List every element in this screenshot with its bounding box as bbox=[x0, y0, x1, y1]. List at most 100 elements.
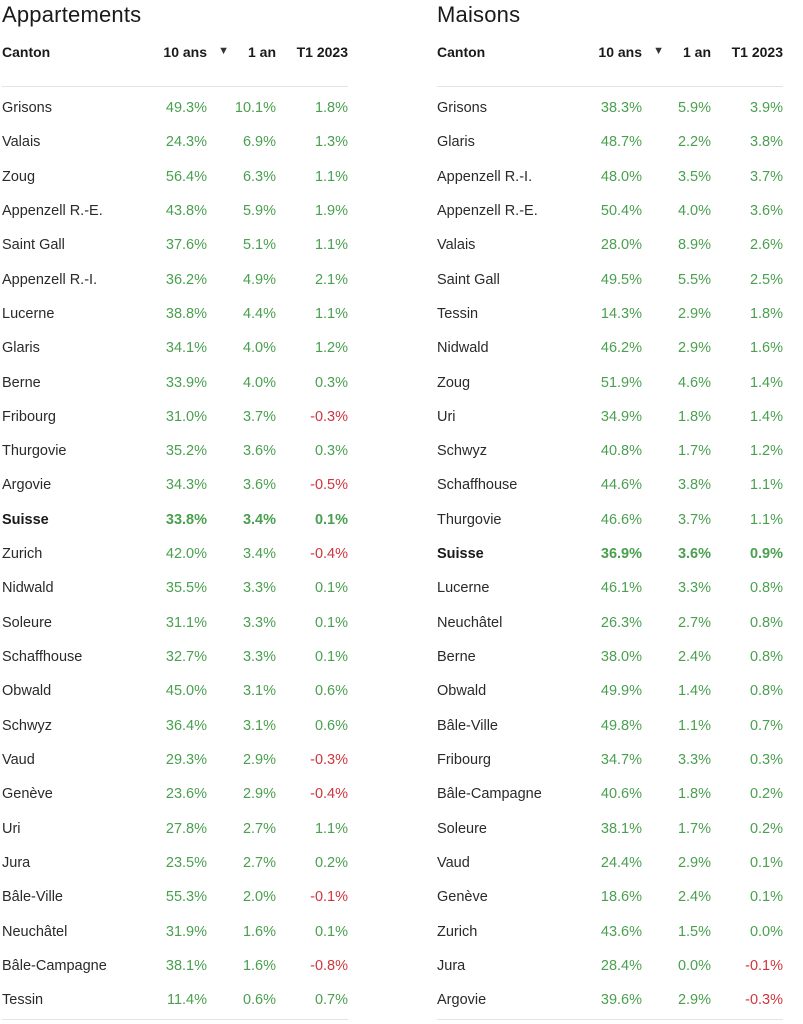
cell-t1-2023: 0.1% bbox=[314, 580, 348, 597]
table-row: Fribourg 31.0% 3.7% -0.3% bbox=[2, 406, 348, 440]
table-row: Berne 33.9% 4.0% 0.3% bbox=[2, 372, 348, 406]
cell-canton: Bâle-Ville bbox=[437, 717, 498, 734]
cell-1-an: 2.0% bbox=[242, 889, 276, 906]
column-header-1-an[interactable]: 1 an bbox=[682, 44, 711, 60]
table-row: Zoug 51.9% 4.6% 1.4% bbox=[437, 372, 783, 406]
table-row: Bâle-Campagne 40.6% 1.8% 0.2% bbox=[437, 783, 783, 817]
cell-t1-2023: 0.1% bbox=[749, 854, 783, 871]
table-row: Bâle-Campagne 38.1% 1.6% -0.8% bbox=[2, 955, 348, 989]
cell-1-an: 1.5% bbox=[677, 923, 711, 940]
cell-1-an: 1.8% bbox=[677, 408, 711, 425]
cell-10-ans: 11.4% bbox=[166, 992, 207, 1009]
cell-t1-2023: 1.3% bbox=[314, 134, 348, 151]
cell-canton: Soleure bbox=[2, 614, 52, 631]
cell-t1-2023: 1.6% bbox=[749, 340, 783, 357]
table-row: Soleure 38.1% 1.7% 0.2% bbox=[437, 818, 783, 852]
table-title: Maisons bbox=[437, 2, 521, 27]
cell-canton: Zurich bbox=[437, 923, 478, 940]
cell-t1-2023: 0.9% bbox=[749, 546, 783, 563]
cell-canton: Uri bbox=[2, 820, 21, 837]
cell-10-ans: 43.6% bbox=[600, 923, 642, 940]
column-header-canton[interactable]: Canton bbox=[437, 44, 486, 60]
column-header-canton[interactable]: Canton bbox=[2, 44, 51, 60]
header-divider bbox=[437, 86, 783, 87]
cell-canton: Suisse bbox=[437, 546, 484, 563]
cell-10-ans: 51.9% bbox=[600, 374, 642, 391]
cell-t1-2023: -0.1% bbox=[745, 957, 783, 974]
table-row: Obwald 49.9% 1.4% 0.8% bbox=[437, 680, 783, 714]
column-header-t1-2023[interactable]: T1 2023 bbox=[296, 44, 348, 60]
cell-10-ans: 46.6% bbox=[600, 511, 642, 528]
cell-t1-2023: 0.2% bbox=[749, 820, 783, 837]
cell-t1-2023: 2.1% bbox=[314, 271, 348, 288]
cell-t1-2023: 1.8% bbox=[314, 100, 348, 116]
cell-t1-2023: 1.9% bbox=[314, 202, 348, 219]
cell-10-ans: 49.5% bbox=[600, 271, 642, 288]
cell-t1-2023: -0.3% bbox=[310, 751, 348, 768]
appartements-table: Appartements Canton 10 ans ▼ 1 an T1 202… bbox=[2, 0, 352, 1024]
cell-canton: Fribourg bbox=[2, 408, 56, 425]
cell-canton: Tessin bbox=[2, 992, 44, 1009]
cell-t1-2023: 0.1% bbox=[314, 614, 348, 631]
cell-t1-2023: 0.7% bbox=[749, 717, 783, 734]
table-bottom-border bbox=[2, 1019, 348, 1020]
table-row: Obwald 45.0% 3.1% 0.6% bbox=[2, 680, 348, 714]
cell-t1-2023: 0.6% bbox=[314, 683, 348, 700]
cell-1-an: 4.6% bbox=[677, 374, 711, 391]
table-row: Schwyz 40.8% 1.7% 1.2% bbox=[437, 440, 783, 474]
cell-canton: Appenzell R.-E. bbox=[437, 202, 538, 219]
cell-10-ans: 50.4% bbox=[600, 202, 642, 219]
cell-t1-2023: -0.4% bbox=[310, 546, 348, 563]
cell-10-ans: 36.4% bbox=[165, 717, 207, 734]
table-row: Neuchâtel 26.3% 2.7% 0.8% bbox=[437, 612, 783, 646]
cell-1-an: 1.7% bbox=[677, 443, 711, 460]
cell-10-ans: 49.8% bbox=[600, 717, 642, 734]
cell-1-an: 2.4% bbox=[677, 889, 711, 906]
cell-canton: Bâle-Campagne bbox=[2, 957, 107, 974]
cell-t1-2023: 1.1% bbox=[749, 511, 783, 528]
cell-1-an: 3.3% bbox=[242, 580, 276, 597]
column-header-1-an[interactable]: 1 an bbox=[247, 44, 276, 60]
cell-1-an: 2.9% bbox=[677, 305, 711, 322]
column-header-10-ans[interactable]: 10 ans bbox=[163, 44, 207, 60]
table-row: Schwyz 36.4% 3.1% 0.6% bbox=[2, 715, 348, 749]
cell-t1-2023: 1.1% bbox=[749, 477, 783, 494]
cell-1-an: 3.3% bbox=[677, 580, 711, 597]
cell-canton: Glaris bbox=[2, 340, 40, 357]
table-body: Grisons 49.3% 10.1% 1.8% Valais 24.3% 6.9% 1.3%… bbox=[2, 97, 348, 1023]
cell-t1-2023: 2.5% bbox=[749, 271, 783, 288]
cell-1-an: 4.4% bbox=[242, 305, 276, 322]
cell-1-an: 3.1% bbox=[242, 717, 276, 734]
column-header-10-ans[interactable]: 10 ans bbox=[598, 44, 642, 60]
table-row: Grisons 49.3% 10.1% 1.8% bbox=[2, 97, 348, 131]
cell-10-ans: 38.0% bbox=[600, 649, 642, 665]
cell-t1-2023: -0.8% bbox=[310, 957, 348, 974]
cell-10-ans: 23.5% bbox=[165, 854, 207, 871]
cell-canton: Lucerne bbox=[2, 305, 55, 322]
cell-10-ans: 24.4% bbox=[600, 854, 642, 871]
cell-1-an: 2.7% bbox=[677, 614, 711, 631]
table-row: Uri 27.8% 2.7% 1.1% bbox=[2, 818, 348, 852]
cell-1-an: 1.4% bbox=[677, 683, 711, 700]
cell-1-an: 5.9% bbox=[677, 100, 711, 116]
table-row: Zurich 43.6% 1.5% 0.0% bbox=[437, 921, 783, 955]
table-row: Saint Gall 49.5% 5.5% 2.5% bbox=[437, 269, 783, 303]
cell-canton: Jura bbox=[437, 957, 466, 974]
cell-canton: Argovie bbox=[437, 992, 487, 1009]
table-row: Berne 38.0% 2.4% 0.8% bbox=[437, 646, 783, 680]
sort-descending-icon[interactable]: ▼ bbox=[653, 45, 664, 57]
table-row: Glaris 34.1% 4.0% 1.2% bbox=[2, 337, 348, 371]
table-row: Vaud 29.3% 2.9% -0.3% bbox=[2, 749, 348, 783]
cell-10-ans: 38.1% bbox=[600, 820, 642, 837]
cell-1-an: 4.9% bbox=[242, 271, 276, 288]
table-row-total: Suisse 33.8% 3.4% 0.1% bbox=[2, 509, 348, 543]
table-row: Tessin 14.3% 2.9% 1.8% bbox=[437, 303, 783, 337]
table-row: Appenzell R.-I. 48.0% 3.5% 3.7% bbox=[437, 166, 783, 200]
cell-t1-2023: 0.3% bbox=[749, 751, 783, 768]
table-row: Fribourg 34.7% 3.3% 0.3% bbox=[437, 749, 783, 783]
cell-t1-2023: 0.8% bbox=[749, 614, 783, 631]
sort-descending-icon[interactable]: ▼ bbox=[218, 45, 229, 57]
cell-10-ans: 27.8% bbox=[165, 820, 207, 837]
cell-10-ans: 33.9% bbox=[165, 374, 207, 391]
column-header-t1-2023[interactable]: T1 2023 bbox=[731, 44, 783, 60]
